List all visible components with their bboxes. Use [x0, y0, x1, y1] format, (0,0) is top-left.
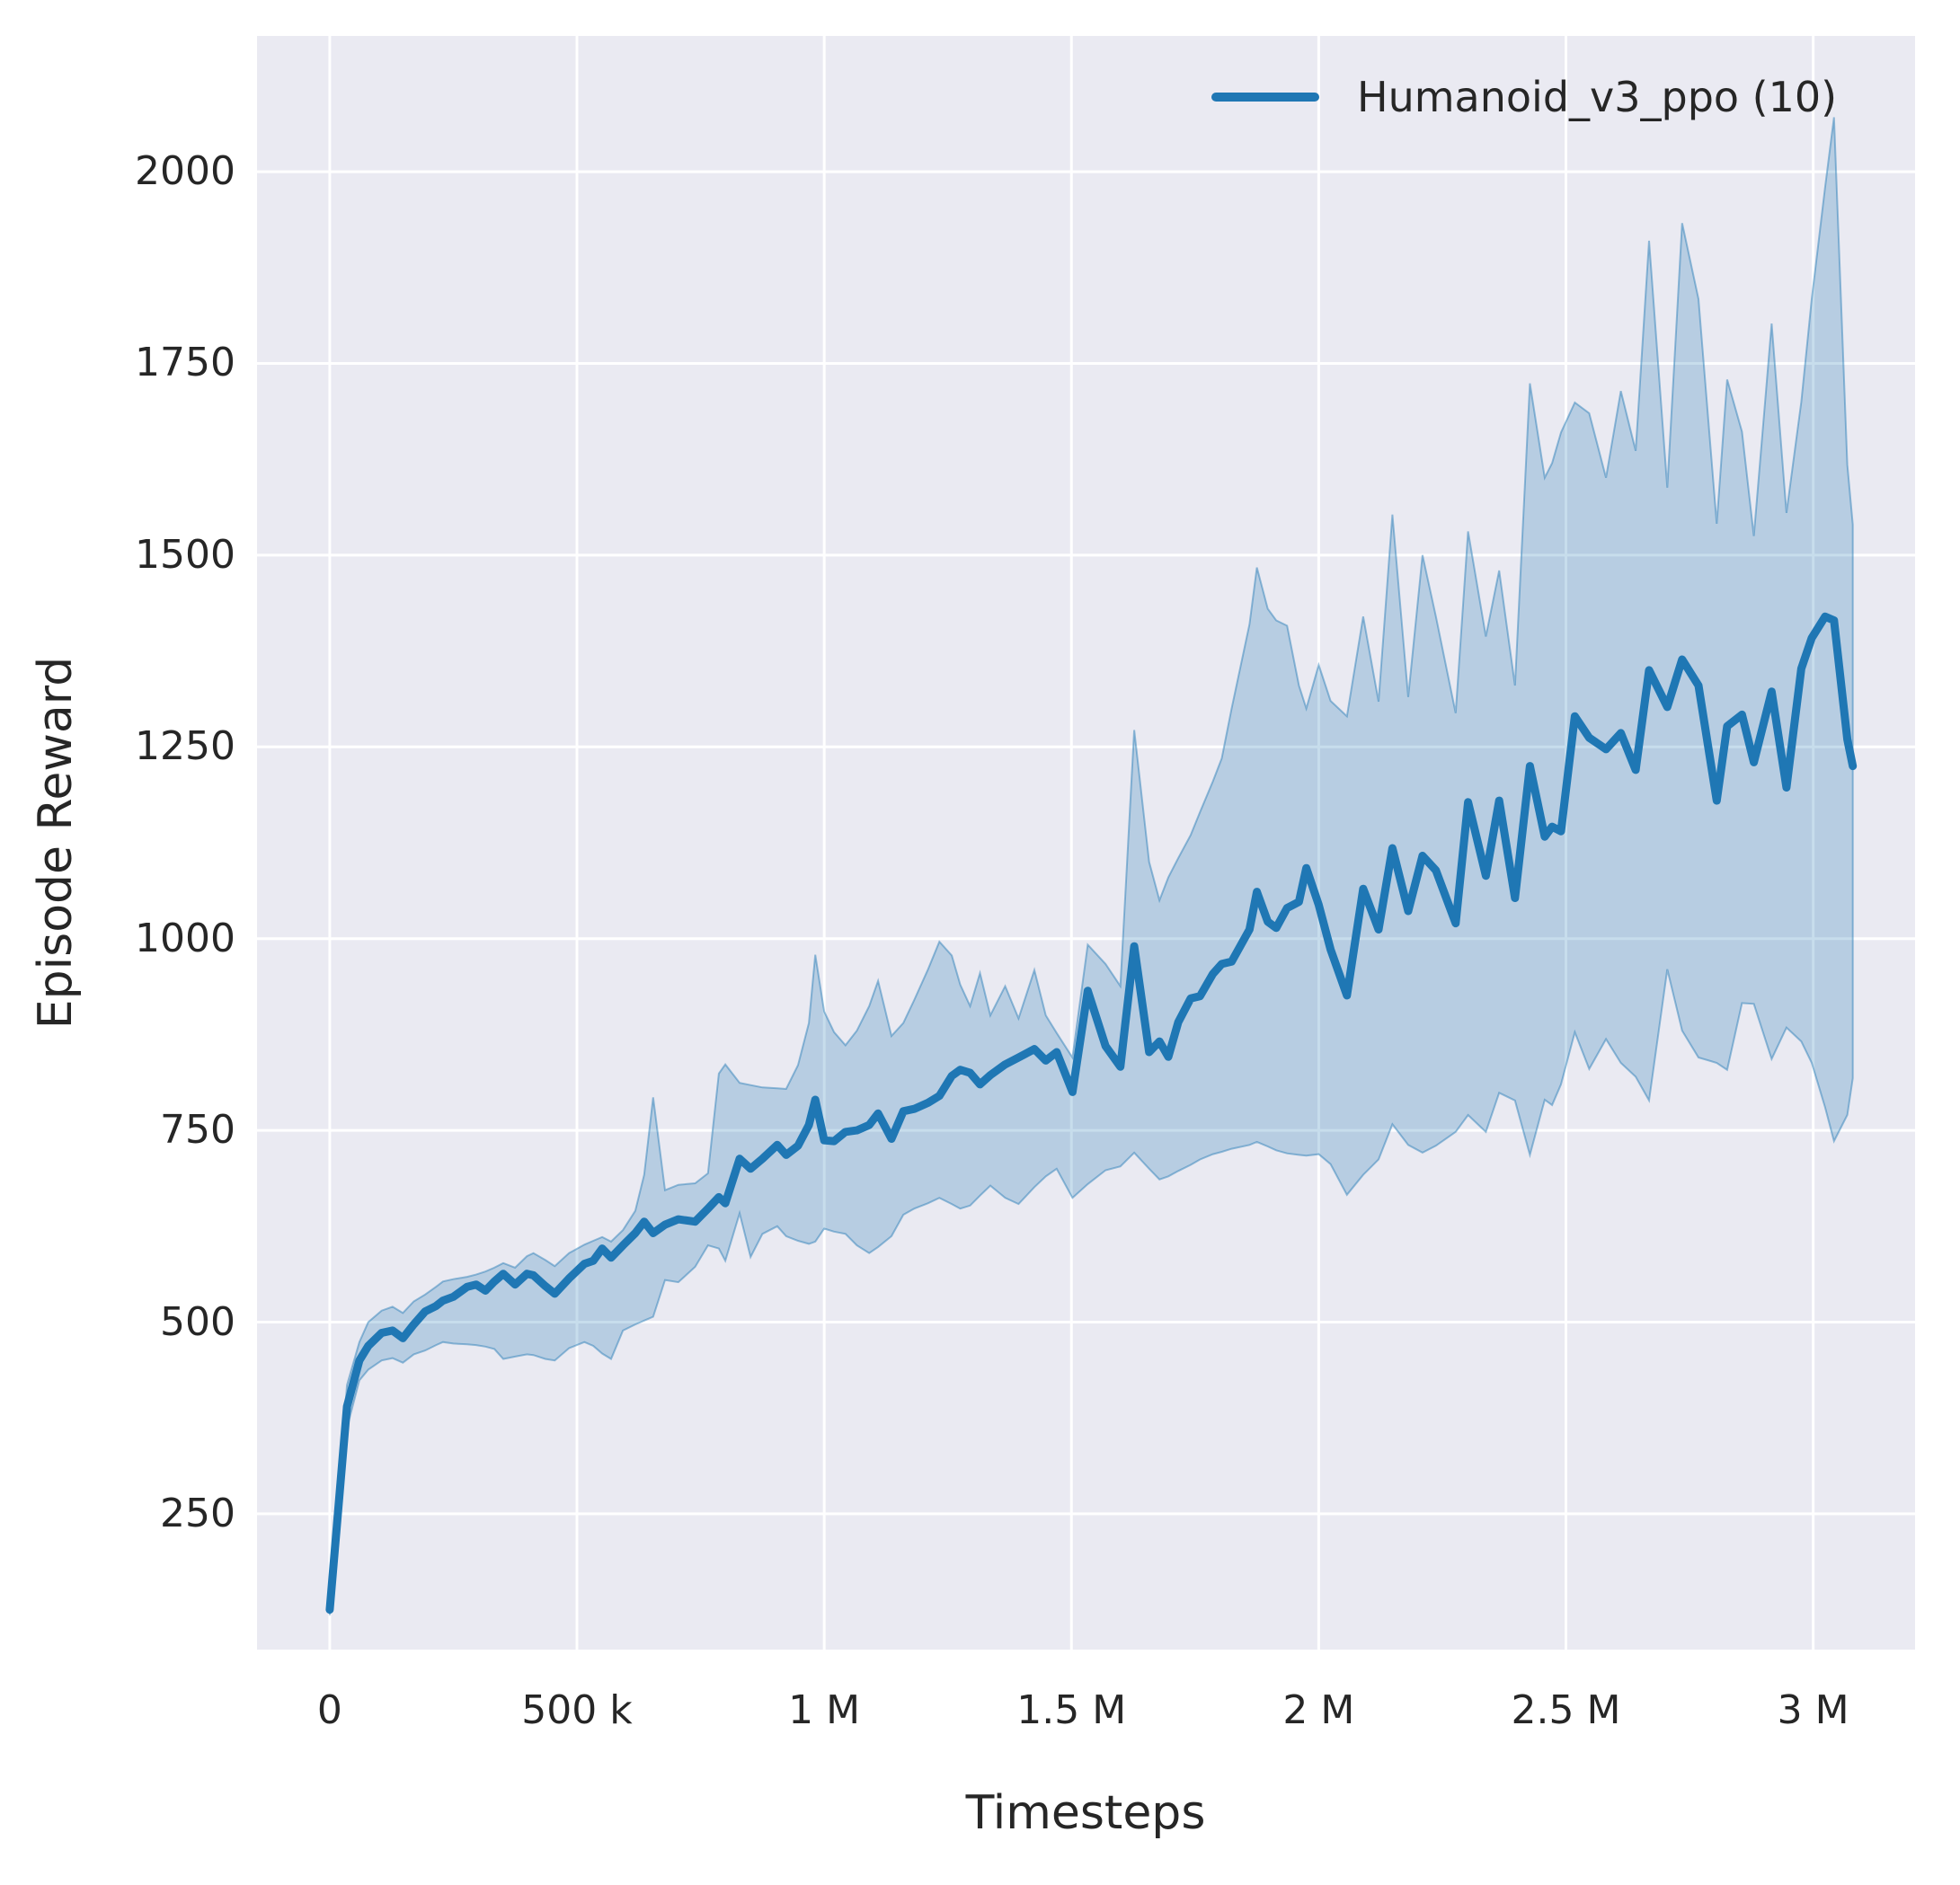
x-axis-label: Timesteps [965, 1786, 1206, 1840]
x-tick-label: 0 [316, 1687, 342, 1733]
legend-line-swatch [1211, 93, 1319, 102]
x-tick-label: 500 k [521, 1687, 633, 1733]
y-tick-label: 1750 [135, 340, 235, 386]
x-tick-label: 3 M [1777, 1687, 1849, 1733]
y-tick-label: 500 [160, 1298, 235, 1345]
y-tick-label: 1000 [135, 915, 235, 961]
legend-entry-label: Humanoid_v3_ppo (10) [1357, 73, 1838, 121]
y-tick-label: 750 [160, 1107, 235, 1154]
x-tick-label: 1.5 M [1016, 1687, 1127, 1733]
x-tick-label: 2.5 M [1511, 1687, 1621, 1733]
mean-line [325, 612, 1858, 1615]
x-tick-label: 1 M [788, 1687, 861, 1733]
y-tick-label: 1250 [135, 723, 235, 770]
confidence-band [328, 117, 1854, 1615]
y-tick-label: 1500 [135, 531, 235, 578]
axes-background [257, 36, 1915, 1650]
y-tick-label: 250 [160, 1490, 235, 1536]
y-tick-label: 2000 [135, 148, 235, 195]
y-axis-label: Episode Reward [29, 656, 83, 1030]
x-tick-label: 2 M [1282, 1687, 1355, 1733]
